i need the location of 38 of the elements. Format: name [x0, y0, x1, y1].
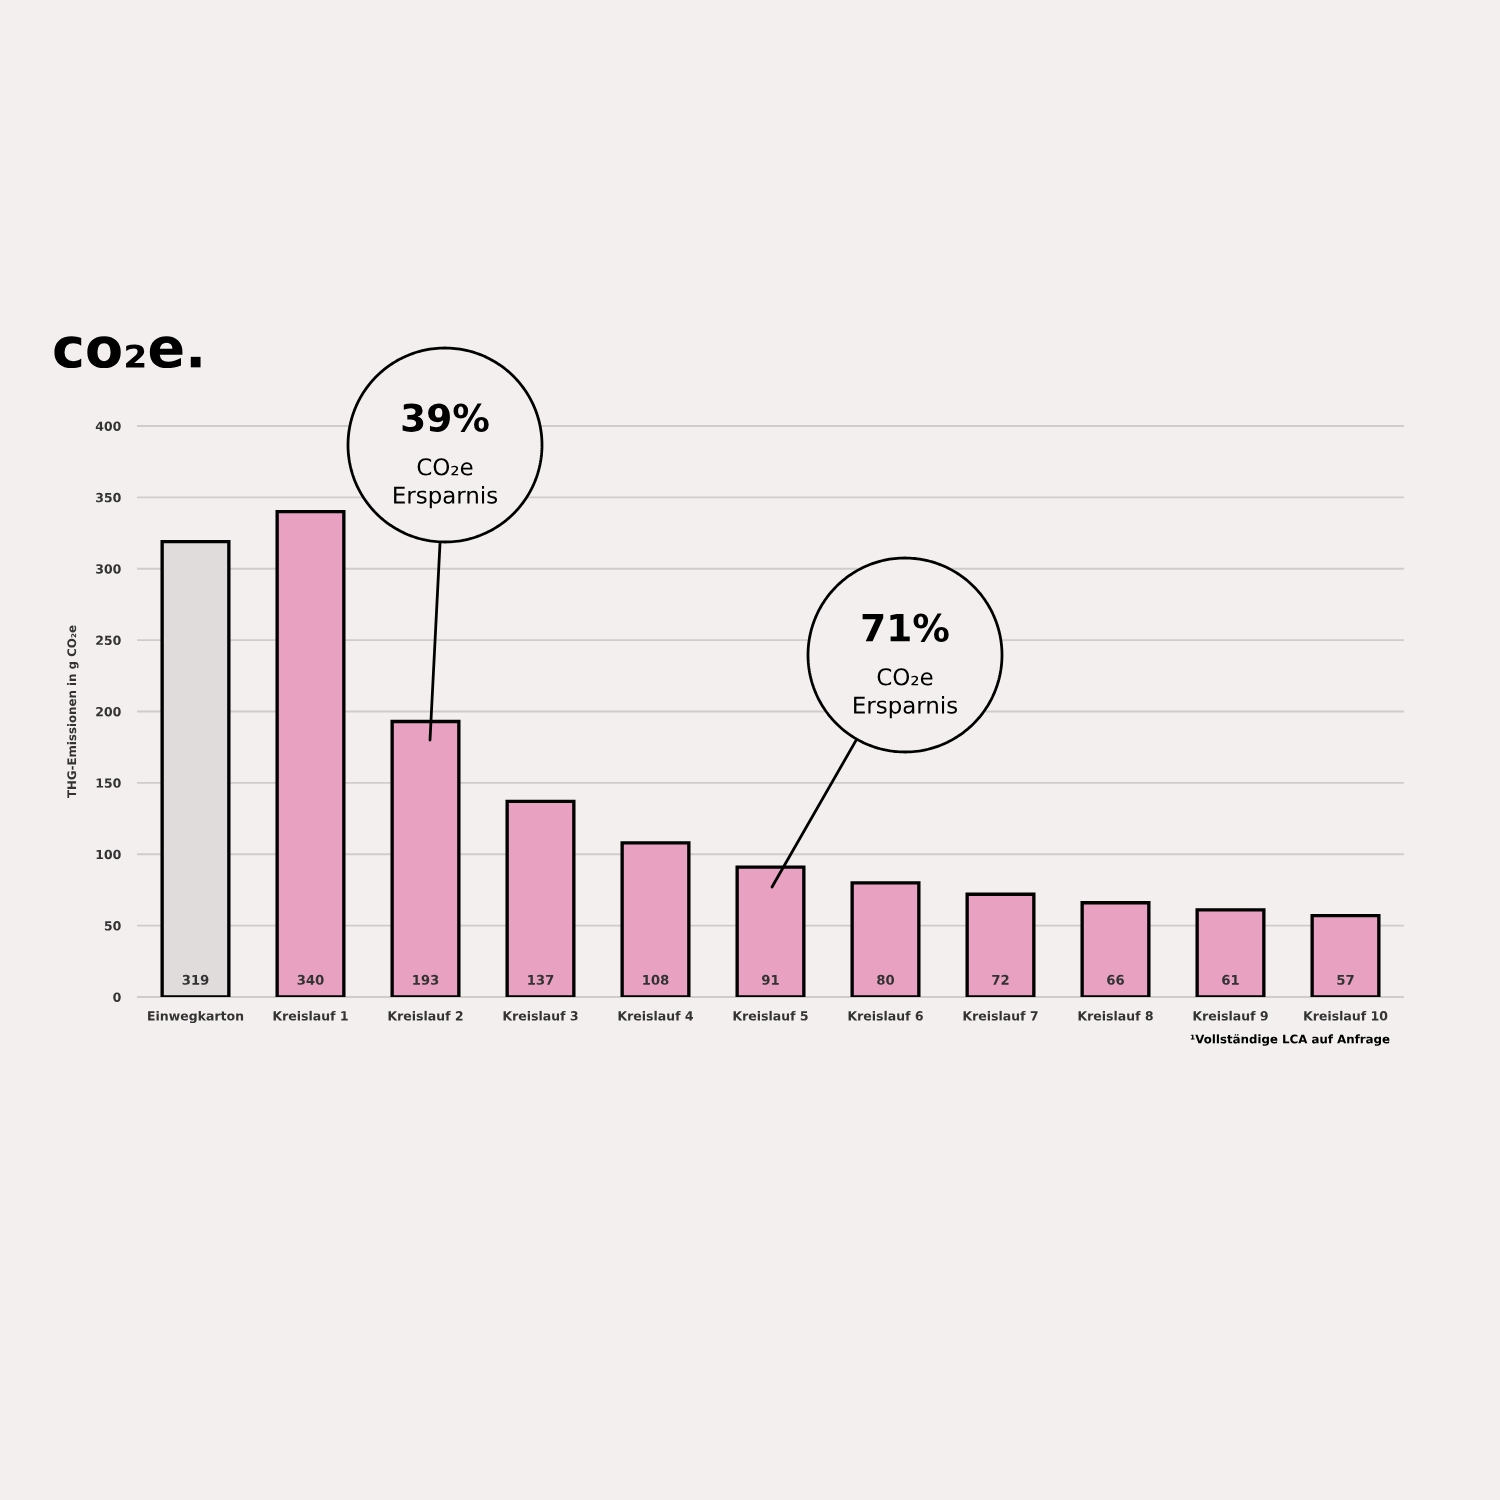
x-tick-label: Kreislauf 4	[618, 1010, 694, 1021]
x-tick-label: Kreislauf 1	[273, 1010, 348, 1021]
x-tick-label: Kreislauf 7	[963, 1010, 1038, 1021]
annotation: CO₂e Ersparnis	[394, 458, 498, 509]
data-label: 137	[528, 974, 554, 985]
annotation: 71%	[862, 613, 949, 642]
y-tick-label: 50	[104, 921, 121, 931]
y-tick-label: 250	[96, 635, 121, 646]
chart-title: co₂e.	[54, 336, 201, 369]
y-tick-label: 100	[96, 849, 121, 860]
data-label: 340	[297, 974, 324, 985]
data-label: 80	[877, 974, 895, 985]
data-label: 319	[182, 974, 209, 985]
annotation: 39%	[402, 403, 489, 432]
x-tick-label: Kreislauf 6	[848, 1010, 923, 1021]
data-label: 57	[1337, 975, 1354, 985]
x-tick-label: Kreislauf 2	[388, 1010, 463, 1021]
data-label: 66	[1107, 974, 1124, 985]
y-tick-label: 150	[96, 778, 121, 788]
text: ¹Vollständige LCA auf Anfrage	[1190, 1034, 1390, 1046]
x-tick-label: Einwegkarton	[148, 1010, 244, 1024]
y-axis-title: THG-Emissionen in g CO₂e	[67, 625, 79, 798]
data-label: 61	[1222, 974, 1239, 985]
x-tick-label: Kreislauf 8	[1078, 1010, 1153, 1021]
x-tick-label: Kreislauf 3	[503, 1010, 578, 1021]
y-tick-label: 350	[96, 492, 121, 503]
x-tick-label: Kreislauf 5	[733, 1010, 808, 1021]
y-tick-label: 400	[95, 421, 121, 431]
data-label: 91	[762, 974, 779, 985]
data-label: 72	[992, 974, 1009, 985]
data-label: 108	[643, 974, 669, 985]
y-tick-label: 300	[96, 564, 121, 574]
x-tick-label: Kreislauf 9	[1193, 1010, 1268, 1021]
y-tick-label: 0	[113, 992, 121, 1002]
data-label: 193	[413, 974, 439, 985]
y-tick-label: 200	[96, 706, 121, 717]
annotation: CO₂e Ersparnis	[854, 668, 958, 719]
x-tick-label: Kreislauf 10	[1304, 1010, 1388, 1021]
